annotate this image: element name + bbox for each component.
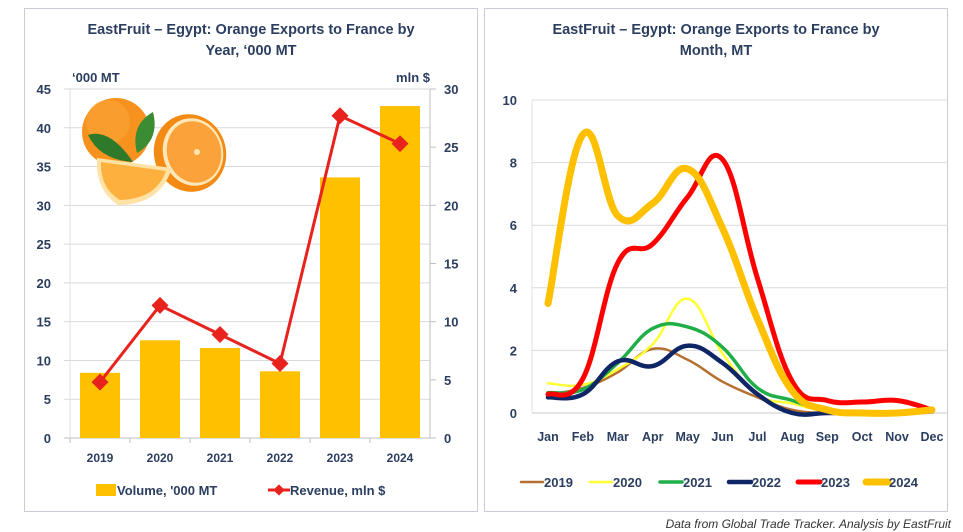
yearly-left-tick-label: 10 (37, 353, 51, 368)
yearly-left-tick-label: 35 (37, 160, 51, 175)
series-line-2023 (545, 153, 935, 413)
yearly-left-tick-label: 20 (37, 276, 51, 291)
revenue-marker-2023 (331, 107, 349, 125)
yearly-title-line2: Year, ‘000 MT (205, 43, 297, 59)
monthly-x-tick-label: Jun (711, 430, 733, 444)
monthly-x-tick-label: Mar (607, 430, 629, 444)
yearly-chart-title: EastFruit – Egypt: Orange Exports to Fra… (25, 20, 477, 62)
yearly-right-tick-label: 5 (444, 373, 451, 388)
yearly-right-tick-label: 20 (444, 198, 458, 213)
yearly-right-tick-label: 30 (444, 82, 458, 97)
yearly-right-tick-label: 25 (444, 140, 458, 155)
yearly-right-tick-label: 0 (444, 431, 451, 446)
legend-volume-label: Volume, '000 MT (117, 483, 217, 498)
yearly-x-tick-label: 2024 (387, 451, 414, 465)
monthly-x-tick-label: Aug (780, 430, 804, 444)
monthly-lines (544, 128, 936, 417)
yearly-left-tick-label: 30 (37, 198, 51, 213)
yearly-left-axis-label: ‘000 MT (72, 70, 120, 85)
legend-label-2023: 2023 (821, 475, 850, 490)
yearly-left-tick-label: 40 (37, 121, 51, 136)
revenue-marker-2020 (151, 296, 169, 314)
legend-revenue-label: Revenue, mln $ (290, 483, 386, 498)
monthly-chart-title: EastFruit – Egypt: Orange Exports to Fra… (485, 20, 947, 62)
yearly-x-tick-label: 2023 (327, 451, 354, 465)
volume-bar-2024 (380, 106, 420, 438)
volume-bar-2021 (200, 348, 240, 438)
yearly-x-tick-label: 2020 (147, 451, 174, 465)
revenue-line (91, 107, 409, 391)
monthly-y-tick-label: 4 (510, 281, 518, 296)
monthly-y-tick-label: 10 (503, 93, 517, 108)
legend-revenue-marker (273, 484, 285, 496)
yearly-left-tick-label: 0 (44, 431, 51, 446)
yearly-right-tick-label: 10 (444, 315, 458, 330)
monthly-axes: 0 2 4 6 8 10 Jan Feb Mar Apr May Jun Jul Aug Sep Oct Nov… (503, 93, 944, 444)
monthly-x-tick-label: May (675, 430, 699, 444)
legend-label-2024: 2024 (889, 475, 919, 490)
monthly-title-line1: EastFruit – Egypt: Orange Exports to Fra… (552, 22, 880, 38)
yearly-x-tick-label: 2019 (87, 451, 114, 465)
revenue-marker-2021 (211, 325, 229, 343)
monthly-x-tick-label: Jul (748, 430, 766, 444)
yearly-x-tick-label: 2022 (267, 451, 294, 465)
yearly-bars (80, 106, 420, 438)
legend-label-2020: 2020 (613, 475, 642, 490)
volume-bar-2022 (260, 371, 300, 438)
monthly-y-tick-label: 6 (510, 218, 517, 233)
yearly-x-tick-label: 2021 (207, 451, 234, 465)
legend-volume-swatch (96, 484, 116, 496)
series-line-2024 (544, 128, 936, 417)
revenue-line-path (98, 113, 401, 384)
volume-bar-2020 (140, 340, 180, 438)
source-footer: Data from Global Trade Tracker. Analysis… (665, 517, 951, 531)
yearly-legend: Volume, '000 MT Revenue, mln $ (96, 483, 386, 498)
monthly-x-tick-label: Feb (572, 430, 595, 444)
yearly-left-tick-label: 5 (44, 392, 51, 407)
monthly-x-tick-label: Nov (885, 430, 909, 444)
legend-label-2022: 2022 (752, 475, 781, 490)
monthly-x-tick-label: Dec (921, 430, 944, 444)
revenue-marker-2022 (271, 355, 289, 373)
monthly-chart-panel: EastFruit – Egypt: Orange Exports to Fra… (484, 8, 948, 512)
legend-label-2021: 2021 (683, 475, 712, 490)
yearly-left-tick-label: 45 (37, 82, 51, 97)
revenue-marker-2024 (391, 135, 409, 153)
yearly-axes: 0 5 10 15 20 25 30 35 40 45 0 5 10 15 20 25 30 2019 2020 20… (37, 82, 459, 465)
series-line-2020 (546, 297, 934, 415)
yearly-title-line1: EastFruit – Egypt: Orange Exports to Fra… (87, 22, 415, 38)
revenue-marker-2019 (91, 373, 109, 391)
monthly-legend: 2019 2020 2021 2022 2023 2024 (519, 475, 919, 490)
yearly-left-tick-label: 25 (37, 237, 51, 252)
monthly-title-line2: Month, MT (679, 43, 753, 59)
series-line-2022 (545, 343, 935, 417)
monthly-y-tick-label: 2 (510, 343, 517, 358)
monthly-x-tick-label: Oct (852, 430, 874, 444)
yearly-left-tick-label: 15 (37, 315, 51, 330)
oranges-illustration (82, 98, 227, 205)
monthly-y-tick-label: 8 (510, 156, 517, 171)
volume-bar-2023 (320, 177, 360, 438)
monthly-x-tick-label: Jan (537, 430, 559, 444)
legend-label-2019: 2019 (544, 475, 573, 490)
yearly-right-axis-label: mln $ (396, 70, 431, 85)
yearly-right-tick-label: 15 (444, 257, 458, 272)
yearly-gridlines (64, 88, 430, 439)
monthly-y-tick-label: 0 (510, 406, 517, 421)
monthly-x-tick-label: Sep (816, 430, 839, 444)
monthly-x-tick-label: Apr (642, 430, 664, 444)
